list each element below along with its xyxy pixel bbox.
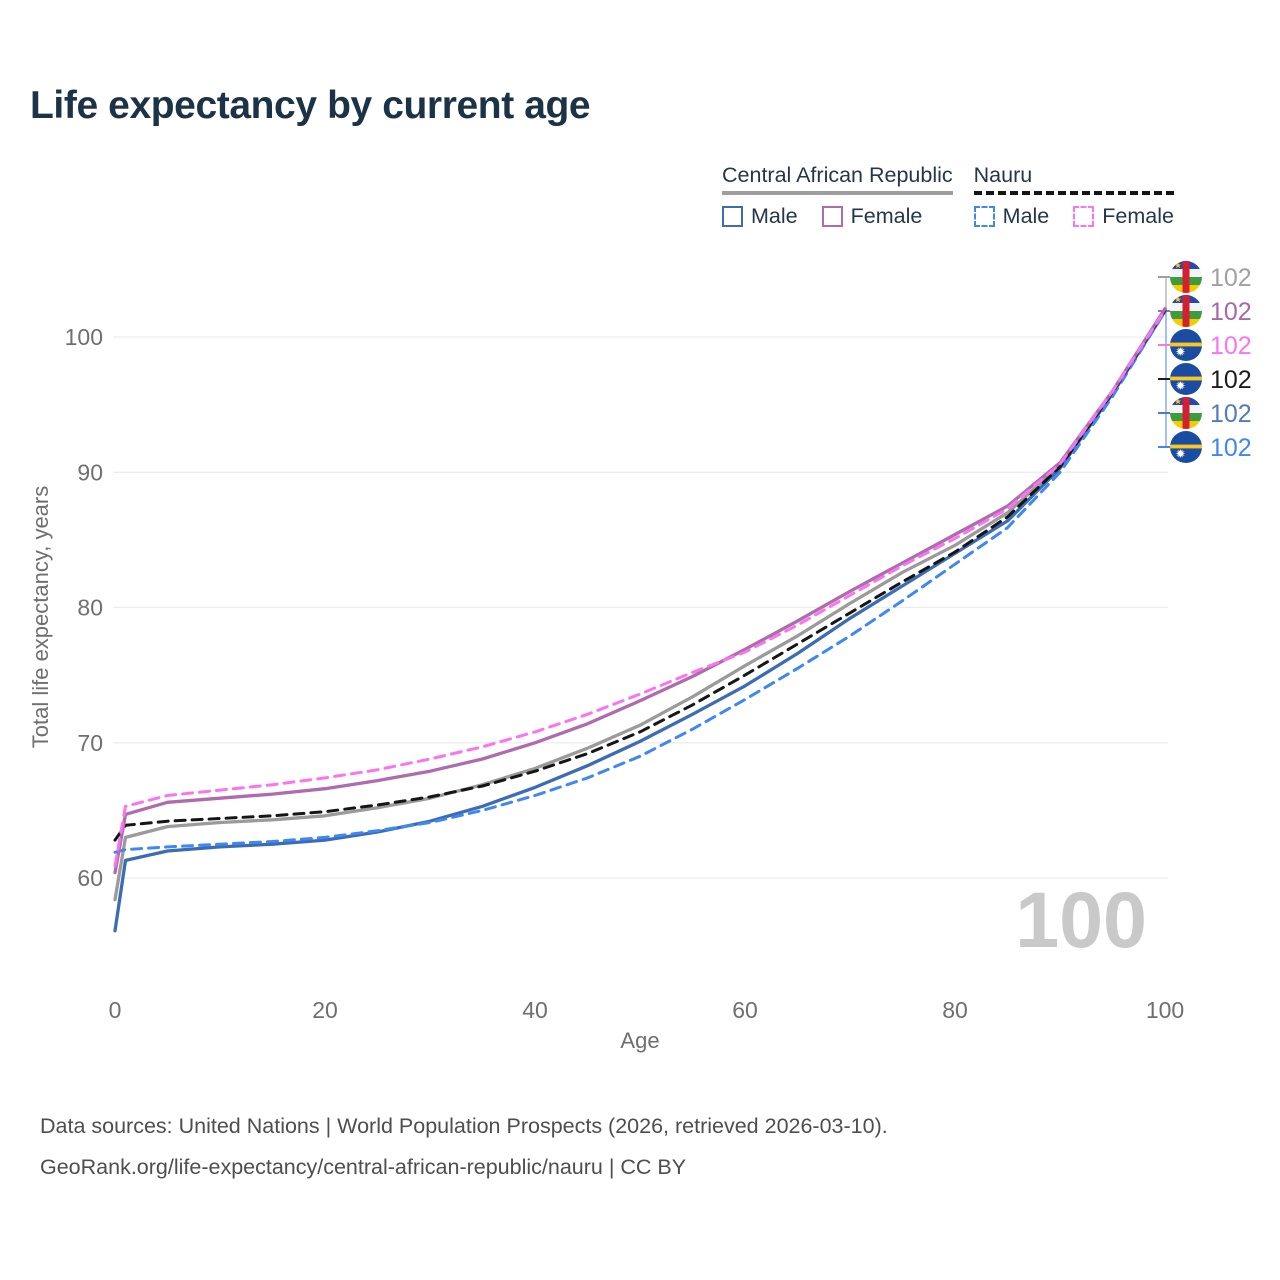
legend-label-car-female: Female	[850, 204, 923, 228]
line-nauru-female[interactable]	[113, 308, 1167, 868]
x-tick-label: 80	[942, 997, 968, 1023]
x-tick-label: 0	[109, 997, 122, 1023]
car-flag-icon	[1170, 261, 1202, 293]
line-nauru-total[interactable]	[113, 308, 1167, 842]
footer-data-sources: Data sources: United Nations | World Pop…	[40, 1114, 888, 1138]
x-tick-label: 60	[732, 997, 758, 1023]
car-flag-icon	[1170, 397, 1202, 429]
x-axis-title: Age	[620, 1028, 659, 1053]
x-tick-label: 40	[522, 997, 548, 1023]
y-tick-label: 60	[77, 865, 103, 891]
nauru-flag-icon	[1170, 329, 1202, 361]
legend-item-nauru-female[interactable]: Female	[1073, 204, 1174, 229]
y-tick-label: 80	[77, 595, 103, 621]
legend-group-central-african-republic: Central African Republic Male Female	[722, 163, 953, 229]
legend-country-central-african-republic[interactable]: Central African Republic	[722, 163, 953, 195]
legend-label-nauru-female: Female	[1102, 204, 1174, 228]
x-tick-label: 20	[312, 997, 338, 1023]
series-end-value-nauru-female: 102	[1210, 332, 1252, 360]
legend-swatch-car-male	[722, 206, 743, 227]
series-end-value-nauru-total: 102	[1210, 366, 1252, 394]
legend-label-nauru-male: Male	[1002, 204, 1050, 228]
x-tick-label: 100	[1146, 997, 1184, 1023]
y-axis-title: Total life expectancy, years	[28, 486, 53, 749]
legend-items-nauru: Male Female	[973, 204, 1174, 229]
legend-group-nauru: Nauru Male Female	[973, 163, 1174, 229]
car-flag-icon	[1170, 295, 1202, 327]
y-tick-label: 100	[65, 324, 103, 350]
legend-swatch-nauru-female	[1073, 206, 1095, 227]
page-title: Life expectancy by current age	[30, 84, 591, 127]
legend-swatch-nauru-male	[973, 206, 995, 227]
nauru-flag-icon	[1170, 363, 1202, 395]
legend-swatch-car-female	[821, 206, 843, 227]
line-car-male[interactable]	[113, 309, 1167, 933]
legend-items-car: Male Female	[722, 204, 953, 229]
legend-country-nauru[interactable]: Nauru	[973, 163, 1174, 195]
y-tick-label: 90	[77, 459, 103, 485]
series-end-value-car-total: 102	[1210, 264, 1252, 292]
footer: Data sources: United Nations | World Pop…	[40, 1106, 888, 1188]
legend-item-nauru-male[interactable]: Male	[973, 204, 1050, 229]
line-car-total[interactable]	[113, 308, 1167, 902]
legend-item-car-male[interactable]: Male	[722, 204, 798, 229]
series-end-value-car-female: 102	[1210, 298, 1252, 326]
series-end-value-nauru-male: 102	[1210, 434, 1252, 462]
line-nauru-male[interactable]	[113, 309, 1167, 854]
legend: Central African Republic Male Female Nau…	[722, 163, 1174, 229]
legend-label-car-male: Male	[751, 204, 798, 228]
y-tick-label: 70	[77, 730, 103, 756]
legend-item-car-female[interactable]: Female	[821, 204, 923, 229]
nauru-flag-icon	[1170, 431, 1202, 463]
series-end-value-car-male: 102	[1210, 400, 1252, 428]
line-car-female[interactable]	[113, 306, 1167, 875]
footer-attribution: GeoRank.org/life-expectancy/central-afri…	[40, 1155, 687, 1179]
hover-age-watermark: 100	[1015, 875, 1147, 964]
